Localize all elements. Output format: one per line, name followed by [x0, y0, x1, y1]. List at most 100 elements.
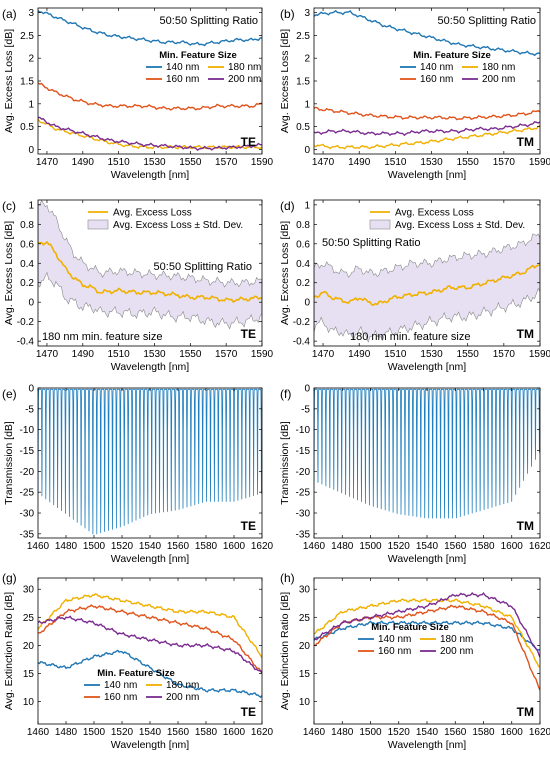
x-axis-label: Wavelength [nm] [111, 169, 189, 181]
y-tick-label: 30 [299, 585, 311, 596]
y-tick-label: 0 [304, 145, 310, 156]
y-tick-label: 10 [23, 697, 35, 708]
legend-label: 140 nm [104, 680, 137, 691]
y-tick-label: -30 [20, 509, 35, 520]
y-axis-label: Avg. Excess Loss [dB] [3, 221, 15, 325]
x-tick-label: 1590 [251, 349, 274, 360]
legend-swatch-band [87, 219, 109, 230]
y-tick-label: 0.6 [296, 239, 310, 250]
x-tick-label: 1460 [303, 541, 326, 552]
x-tick-label: 1530 [143, 157, 166, 168]
y-tick-label: -10 [296, 425, 311, 436]
x-tick-label: 1560 [444, 541, 467, 552]
x-tick-label: 1620 [529, 727, 550, 738]
y-tick-label: 20 [299, 641, 311, 652]
x-tick-label: 1490 [348, 157, 371, 168]
x-tick-label: 1460 [27, 541, 50, 552]
x-tick-label: 1480 [331, 727, 354, 738]
x-tick-label: 1460 [303, 727, 326, 738]
series-140-nm [314, 620, 540, 652]
x-tick-label: 1490 [72, 157, 95, 168]
y-tick-label: 1 [304, 99, 310, 110]
y-axis-label: Avg. Excess Loss [dB] [279, 29, 291, 133]
y-tick-label: 10 [299, 697, 311, 708]
y-axis-label: Avg. Extinction Ratio [dB] [279, 592, 291, 710]
y-tick-label: 2.5 [296, 31, 310, 42]
std-dev-band [38, 200, 262, 330]
legend-label: 180 nm [482, 62, 515, 73]
x-axis-label: Wavelength [nm] [388, 361, 466, 373]
panel-a: 1470 1490 1510 1530 1550 1570 1590 0 0.5 1 1.5 2 2.5… [2, 7, 274, 181]
x-tick-label: 1540 [139, 727, 162, 738]
x-tick-label: 1520 [388, 727, 411, 738]
x-tick-label: 1520 [388, 541, 411, 552]
panel-label: (f) [280, 387, 291, 401]
y-tick-label: 0.2 [20, 278, 34, 289]
chart-title: 50:50 Splitting Ratio [160, 15, 258, 27]
x-tick-label: 1490 [348, 349, 371, 360]
y-tick-label: 0.8 [296, 220, 310, 231]
y-tick-label: -5 [301, 404, 310, 415]
x-tick-label: 1590 [529, 349, 550, 360]
x-tick-label: 1530 [420, 349, 443, 360]
series-transmission [314, 388, 540, 519]
y-axis-label: Avg. Excess Loss [dB] [3, 29, 15, 133]
y-tick-label: 15 [23, 669, 35, 680]
y-tick-label: -35 [296, 529, 311, 540]
legend-label: Avg. Excess Loss [395, 208, 474, 219]
legend-title: Min. Feature Size [159, 50, 237, 61]
mode-label: TM [517, 135, 534, 149]
mode-label: TE [241, 519, 256, 533]
x-tick-label: 1600 [223, 541, 246, 552]
y-tick-label: 2 [28, 54, 34, 65]
std-dev-band [314, 233, 540, 343]
legend-label: 160 nm [420, 74, 453, 85]
x-tick-label: 1550 [179, 157, 202, 168]
x-tick-label: 1520 [111, 541, 134, 552]
y-tick-label: 3 [304, 8, 310, 19]
legend-label: 160 nm [166, 74, 199, 85]
series-140-nm [314, 9, 540, 57]
x-tick-label: 1480 [55, 727, 78, 738]
axes-frame [313, 199, 541, 347]
y-tick-label: -30 [296, 509, 311, 520]
x-axis-label: Wavelength [nm] [388, 553, 466, 565]
plot-area [38, 388, 262, 535]
panel-label: (h) [280, 571, 295, 585]
x-tick-label: 1540 [416, 541, 439, 552]
panel-c: 1470 1490 1510 1530 1550 1570 1590 -0.4 -0.2 0 0.2… [2, 199, 274, 373]
chart-title: 50:50 Splitting Ratio [438, 15, 536, 27]
x-axis-label: Wavelength [nm] [111, 553, 189, 565]
y-tick-label: 0.4 [296, 259, 310, 270]
legend-label: 180 nm [166, 680, 199, 691]
x-tick-label: 1550 [179, 349, 202, 360]
plot-area [38, 10, 262, 152]
x-tick-label: 1470 [312, 349, 335, 360]
x-tick-label: 1550 [457, 157, 480, 168]
series-180-nm [314, 598, 540, 668]
x-tick-label: 1540 [416, 727, 439, 738]
y-tick-label: -20 [296, 467, 311, 478]
panel-label: (c) [2, 199, 16, 213]
x-tick-label: 1600 [223, 727, 246, 738]
x-tick-label: 1620 [251, 541, 274, 552]
y-tick-label: -0.4 [293, 337, 311, 348]
plot-area [38, 592, 262, 699]
x-tick-label: 1510 [108, 157, 131, 168]
x-tick-label: 1580 [472, 727, 495, 738]
x-tick-label: 1620 [251, 727, 274, 738]
panel-label: (a) [2, 7, 17, 21]
plot-area [314, 388, 540, 519]
x-tick-label: 1520 [111, 727, 134, 738]
annotation: 180 nm min. feature size [42, 331, 162, 343]
y-tick-label: 20 [23, 641, 35, 652]
axes-frame [313, 387, 541, 539]
x-tick-label: 1480 [331, 541, 354, 552]
x-tick-label: 1540 [139, 541, 162, 552]
y-tick-label: 0 [28, 145, 34, 156]
y-tick-label: 0.8 [20, 220, 34, 231]
x-tick-label: 1570 [493, 349, 516, 360]
y-tick-label: 25 [23, 613, 35, 624]
series-200-nm [314, 591, 540, 658]
